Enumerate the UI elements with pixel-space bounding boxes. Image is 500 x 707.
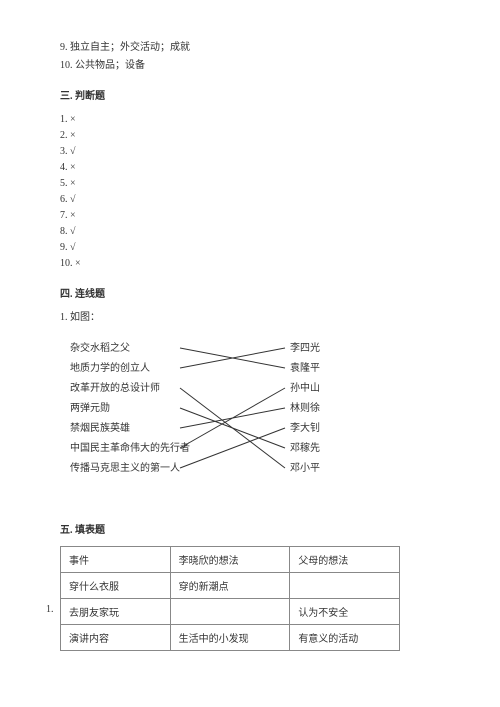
- judge-item: 2. ×: [60, 128, 440, 143]
- intro-line: 10. 公共物品；设备: [60, 58, 440, 73]
- table-cell: 李晓欣的想法: [170, 547, 290, 573]
- section4-title: 四. 连线题: [60, 285, 440, 300]
- section5-title: 五. 填表题: [60, 521, 440, 536]
- match-left-label: 传播马克思主义的第一人: [70, 461, 180, 474]
- match-right-label: 邓小平: [290, 462, 320, 474]
- table-row: 事件 李晓欣的想法 父母的想法: [61, 547, 400, 573]
- table-number: 1.: [46, 604, 54, 615]
- match-line: [180, 408, 285, 448]
- table-cell: 去朋友家玩: [61, 599, 171, 625]
- section4-prompt: 1. 如图：: [60, 310, 440, 325]
- match-line: [180, 428, 285, 468]
- match-left-label: 地质力学的创立人: [70, 361, 150, 374]
- section3-title: 三. 判断题: [60, 87, 440, 102]
- table-cell: 演讲内容: [61, 625, 171, 651]
- intro-line: 9. 独立自主；外交活动；成就: [60, 40, 440, 55]
- table-cell: [170, 599, 290, 625]
- judge-item: 5. ×: [60, 176, 440, 191]
- matching-diagram: 杂交水稻之父地质力学的创立人改革开放的总设计师两弹元勋禁烟民族英雄中国民主革命伟…: [60, 336, 360, 496]
- table-cell: 穿的新潮点: [170, 573, 290, 599]
- judge-item: 10. ×: [60, 256, 440, 271]
- judge-item: 4. ×: [60, 160, 440, 175]
- judge-item: 7. ×: [60, 208, 440, 223]
- match-left-label: 杂交水稻之父: [70, 341, 130, 354]
- table-cell: 父母的想法: [290, 547, 400, 573]
- table-cell: 穿什么衣服: [61, 573, 171, 599]
- table-row: 去朋友家玩 认为不安全: [61, 599, 400, 625]
- fill-table: 事件 李晓欣的想法 父母的想法 穿什么衣服 穿的新潮点 去朋友家玩 认为不安全 …: [60, 546, 400, 651]
- match-right-label: 李四光: [290, 341, 320, 354]
- judge-item: 8. √: [60, 224, 440, 239]
- table-row: 演讲内容 生活中的小发现 有意义的活动: [61, 625, 400, 651]
- intro-block: 9. 独立自主；外交活动；成就 10. 公共物品；设备: [60, 40, 440, 73]
- table-wrapper: 1. 事件 李晓欣的想法 父母的想法 穿什么衣服 穿的新潮点 去朋友家玩 认为不…: [60, 546, 440, 651]
- match-left-label: 两弹元勋: [70, 401, 110, 414]
- judge-item: 6. √: [60, 192, 440, 207]
- match-right-label: 李大钊: [290, 421, 320, 434]
- match-right-label: 孙中山: [290, 381, 320, 394]
- table-cell: 事件: [61, 547, 171, 573]
- table-cell: 有意义的活动: [290, 625, 400, 651]
- judge-list: 1. × 2. × 3. √ 4. × 5. × 6. √ 7. × 8. √ …: [60, 112, 440, 271]
- table-row: 穿什么衣服 穿的新潮点: [61, 573, 400, 599]
- match-left-label: 禁烟民族英雄: [70, 421, 130, 434]
- match-left-label: 中国民主革命伟大的先行者: [70, 441, 190, 454]
- table-cell: 生活中的小发现: [170, 625, 290, 651]
- judge-item: 9. √: [60, 240, 440, 255]
- judge-item: 3. √: [60, 144, 440, 159]
- table-cell: 认为不安全: [290, 599, 400, 625]
- match-right-label: 邓稼先: [290, 442, 320, 454]
- match-right-label: 林则徐: [290, 401, 320, 414]
- match-right-label: 袁隆平: [290, 361, 320, 374]
- judge-item: 1. ×: [60, 112, 440, 127]
- table-cell: [290, 573, 400, 599]
- match-left-label: 改革开放的总设计师: [70, 381, 160, 394]
- match-line: [180, 388, 285, 448]
